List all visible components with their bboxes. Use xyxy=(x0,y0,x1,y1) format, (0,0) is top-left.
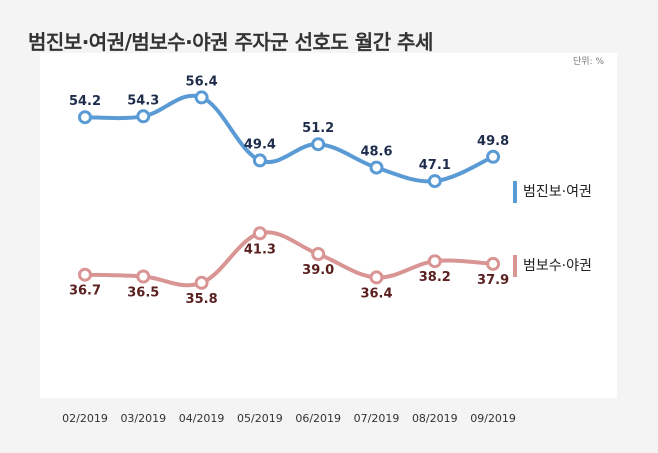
legend-item-progressive: 범진보·여권 xyxy=(513,181,592,203)
data-point xyxy=(486,256,501,271)
data-label: 36.5 xyxy=(127,286,159,301)
data-label: 36.7 xyxy=(69,284,101,299)
data-point xyxy=(78,110,92,125)
data-point xyxy=(311,137,326,152)
data-label: 47.1 xyxy=(419,158,451,173)
data-label: 51.2 xyxy=(302,121,334,136)
unit-label: 단위: % xyxy=(572,57,604,67)
data-point xyxy=(427,254,442,269)
plot-panel xyxy=(40,53,617,398)
series-line-1 xyxy=(83,230,496,288)
legend-item-conservative: 범보수·야권 xyxy=(513,255,592,277)
x-tick-label: 03/2019 xyxy=(120,412,166,425)
x-tick-label: 04/2019 xyxy=(179,412,225,425)
data-point xyxy=(486,149,501,164)
data-point xyxy=(78,267,92,282)
data-label: 48.6 xyxy=(360,145,392,160)
x-tick-label: 09/2019 xyxy=(470,412,516,425)
data-label: 56.4 xyxy=(186,74,218,89)
x-tick-label: 05/2019 xyxy=(237,412,283,425)
data-point xyxy=(194,275,209,290)
x-tick-label: 08/2019 xyxy=(412,412,458,425)
data-point xyxy=(136,269,151,284)
data-label: 49.8 xyxy=(477,134,509,149)
chart-title: 범진보·여권/범보수·야권 주자군 선호도 월간 추세 xyxy=(28,30,433,54)
x-tick-label: 07/2019 xyxy=(354,412,400,425)
data-label: 38.2 xyxy=(419,270,451,285)
data-label: 39.0 xyxy=(302,263,334,278)
data-point xyxy=(369,270,384,285)
data-label: 54.2 xyxy=(69,94,101,109)
x-tick-label: 02/2019 xyxy=(62,412,108,425)
data-point xyxy=(427,174,442,189)
data-label: 36.4 xyxy=(360,286,392,301)
data-point xyxy=(252,153,267,168)
x-tick-label: 06/2019 xyxy=(295,412,341,425)
data-point xyxy=(369,160,384,175)
data-label: 54.3 xyxy=(127,93,159,108)
data-point xyxy=(311,247,326,261)
data-point xyxy=(194,90,209,105)
data-point xyxy=(252,226,267,241)
data-label: 35.8 xyxy=(186,292,218,307)
data-label: 49.4 xyxy=(244,137,276,152)
data-label: 37.9 xyxy=(477,273,509,288)
data-point xyxy=(136,109,151,124)
data-label: 41.3 xyxy=(244,242,276,257)
